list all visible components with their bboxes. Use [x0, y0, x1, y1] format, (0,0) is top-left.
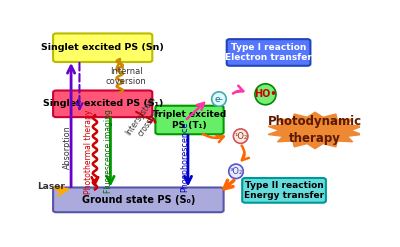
Ellipse shape [233, 129, 248, 143]
Text: Triplet excited
PS (T₁): Triplet excited PS (T₁) [153, 110, 226, 130]
FancyBboxPatch shape [53, 187, 224, 212]
Text: Photothermal therapy: Photothermal therapy [84, 109, 93, 194]
Ellipse shape [255, 84, 276, 105]
Text: Laser: Laser [38, 182, 66, 191]
Text: Internal
coversion: Internal coversion [106, 66, 146, 86]
FancyBboxPatch shape [227, 39, 310, 66]
FancyBboxPatch shape [53, 90, 152, 117]
Text: e-: e- [214, 95, 223, 103]
Text: Ground state PS (S₀): Ground state PS (S₀) [82, 195, 195, 205]
Ellipse shape [229, 164, 243, 179]
Text: Photodynamic
therapy: Photodynamic therapy [268, 115, 362, 145]
Text: Absorption: Absorption [62, 126, 72, 169]
Text: Phosphorescence: Phosphorescence [180, 122, 189, 192]
Text: Intersystem
crossing: Intersystem crossing [124, 95, 166, 143]
Ellipse shape [212, 92, 226, 106]
Text: Type II reaction
Energy transfer: Type II reaction Energy transfer [244, 181, 324, 200]
Text: Type I reaction
Electron transfer: Type I reaction Electron transfer [225, 43, 312, 62]
FancyBboxPatch shape [53, 33, 152, 62]
Text: ³O₂: ³O₂ [229, 167, 243, 176]
Polygon shape [268, 112, 362, 149]
Text: Fluorescence imaging: Fluorescence imaging [104, 109, 114, 193]
Text: ¹O₂: ¹O₂ [234, 132, 247, 141]
Text: Singlet excited PS (S₁): Singlet excited PS (S₁) [42, 99, 163, 108]
FancyBboxPatch shape [155, 106, 224, 134]
Text: Singlet excited PS (Sn): Singlet excited PS (Sn) [41, 43, 164, 52]
FancyBboxPatch shape [242, 178, 326, 203]
Text: HO•: HO• [254, 89, 277, 99]
